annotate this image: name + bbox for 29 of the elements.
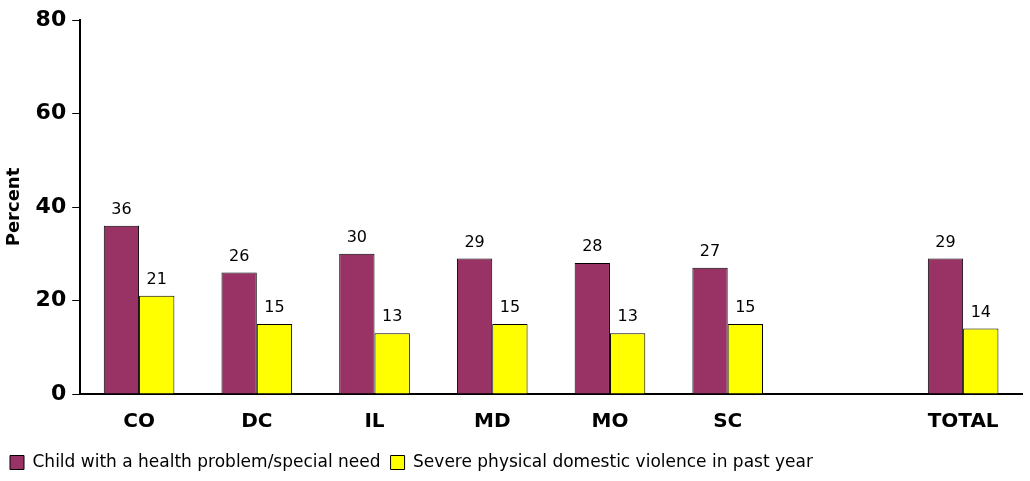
data-label: 28 (582, 236, 603, 256)
legend-label: Severe physical domestic violence in past year (413, 450, 813, 471)
data-label: 21 (146, 268, 167, 288)
data-label: 15 (735, 297, 756, 317)
y-axis-title: Percent (2, 167, 24, 247)
x-tick-label: TOTAL (927, 408, 999, 433)
x-tick-label: IL (364, 408, 385, 433)
x-tick-label: MO (591, 408, 629, 433)
legend-label: Child with a health problem/special need (32, 450, 381, 471)
data-label: 14 (970, 301, 991, 321)
x-tick-label: SC (713, 408, 743, 433)
data-label: 26 (228, 245, 250, 265)
data-label: 15 (264, 297, 285, 317)
y-tick-label: 60 (35, 99, 67, 125)
data-label: 13 (617, 306, 638, 326)
y-tick-label: 0 (50, 379, 67, 405)
data-label: 15 (499, 297, 521, 317)
data-label: 30 (346, 226, 368, 246)
x-tick-label: MD (473, 408, 511, 433)
x-tick-label: CO (123, 408, 155, 433)
data-label: 13 (382, 306, 403, 326)
y-tick-label: 80 (35, 5, 67, 31)
data-label: 27 (699, 240, 721, 260)
x-tick-label: DC (241, 408, 273, 433)
data-label: 29 (935, 231, 956, 251)
data-label: 29 (464, 231, 485, 251)
y-tick-label: 40 (35, 192, 67, 218)
y-tick-label: 20 (35, 286, 67, 312)
data-label: 36 (111, 198, 132, 218)
